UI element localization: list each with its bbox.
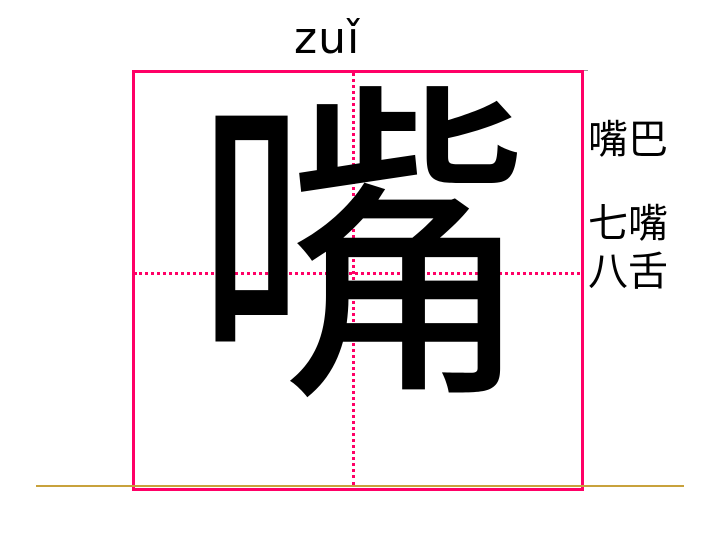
baseline-rule bbox=[36, 485, 684, 487]
vertical-dotted-guide bbox=[352, 72, 355, 486]
example-words: 嘴巴 七嘴 八舌 bbox=[588, 116, 668, 296]
main-character: 嘴 bbox=[190, 54, 530, 450]
character-grid-box bbox=[132, 70, 584, 491]
horizontal-dotted-guide bbox=[134, 272, 580, 275]
word-spacer bbox=[588, 164, 668, 200]
word-3: 八舌 bbox=[588, 249, 668, 295]
pinyin-label: zuǐ bbox=[294, 13, 361, 64]
word-1: 嘴巴 bbox=[588, 117, 668, 163]
word-2: 七嘴 bbox=[588, 201, 668, 247]
